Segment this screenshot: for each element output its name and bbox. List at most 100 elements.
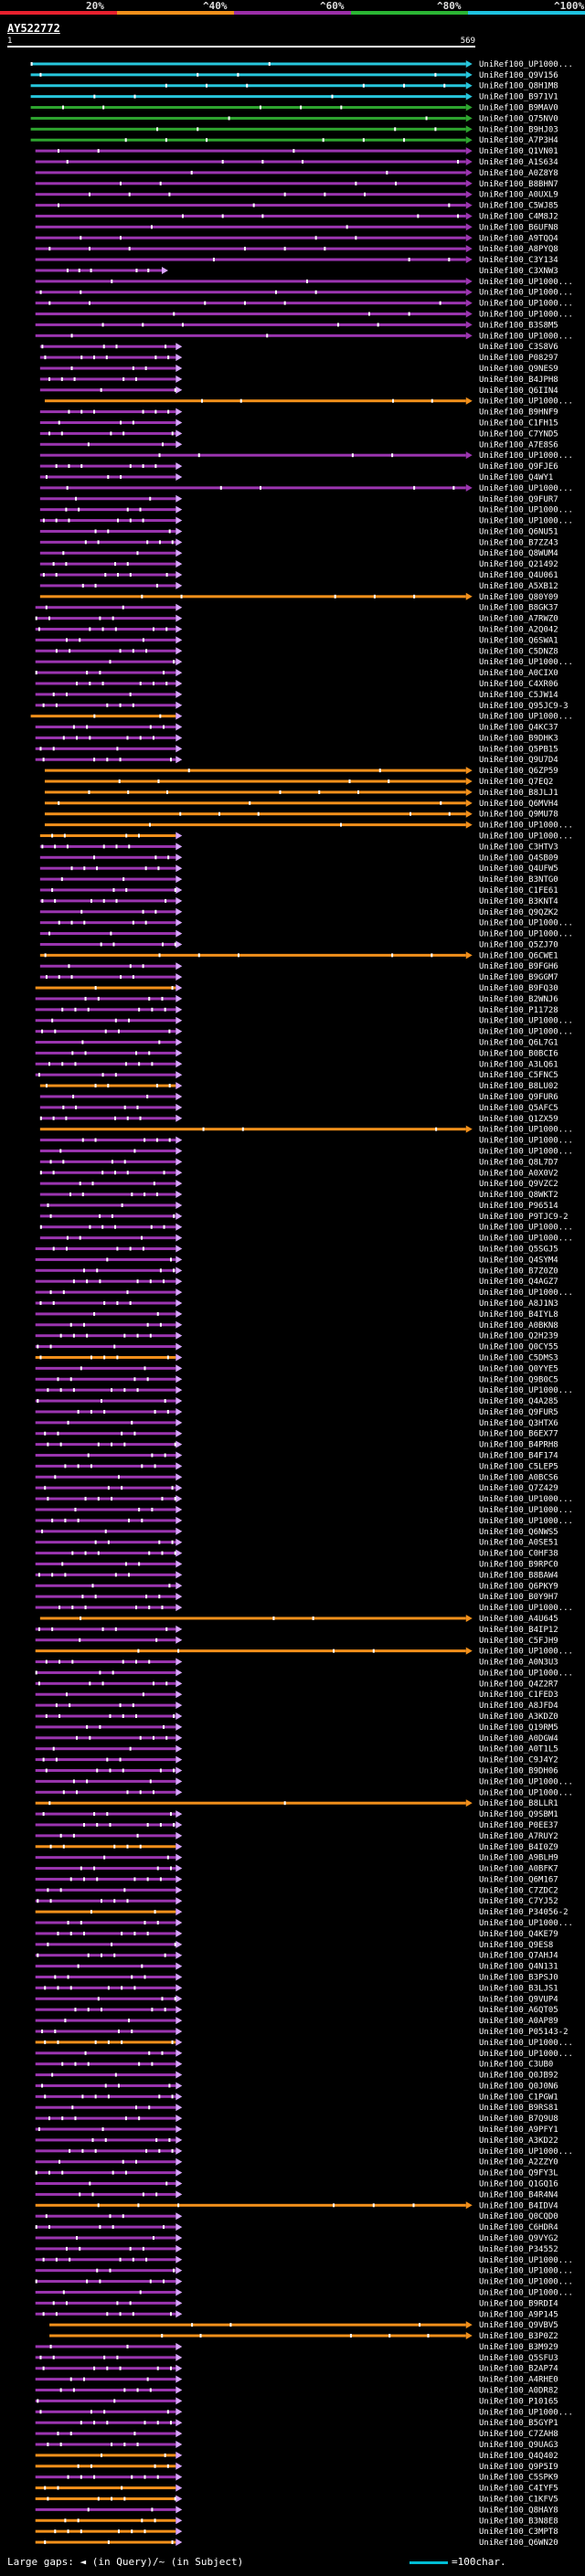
hit-bar[interactable] [39,953,466,957]
hit-label[interactable]: UniRef100_B3N8E8 [479,2517,558,2526]
hit-label[interactable]: UniRef100_A0BKN8 [479,1321,558,1330]
hit-bar[interactable] [35,1041,176,1044]
hit-bar[interactable] [35,2378,176,2381]
hit-label[interactable]: UniRef100_UP1000... [479,2050,573,2059]
hit-label[interactable]: UniRef100_B8JLJ1 [479,789,558,798]
hit-label[interactable]: UniRef100_UP1000... [479,278,573,287]
hit-label[interactable]: UniRef100_A6QT05 [479,2006,558,2015]
hit-label[interactable]: UniRef100_UP1000... [479,2267,573,2276]
hit-label[interactable]: UniRef100_A7RWZ0 [479,615,558,624]
hit-bar[interactable] [35,986,176,990]
hit-label[interactable]: UniRef100_C5WJ85 [479,202,558,211]
hit-bar[interactable] [35,1627,176,1631]
hit-label[interactable]: UniRef100_C3S8V6 [479,343,558,352]
hit-bar[interactable] [35,236,466,239]
hit-bar[interactable] [44,801,466,805]
hit-label[interactable]: UniRef100_UP1000... [479,300,573,309]
hit-label[interactable]: UniRef100_UP1000... [479,1506,573,1515]
hit-bar[interactable] [35,313,466,316]
hit-label[interactable]: UniRef100_C3UB0 [479,2061,553,2070]
hit-bar[interactable] [30,116,466,120]
hit-bar[interactable] [35,736,176,739]
hit-label[interactable]: UniRef100_C5SPK9 [479,2474,558,2483]
hit-bar[interactable] [39,453,466,457]
hit-label[interactable]: UniRef100_B8LLR1 [479,1799,558,1808]
hit-bar[interactable] [49,2334,466,2337]
hit-bar[interactable] [35,758,176,761]
hit-bar[interactable] [35,1595,176,1598]
hit-label[interactable]: UniRef100_UP1000... [479,713,573,722]
hit-label[interactable]: UniRef100_UP1000... [479,1137,573,1146]
hit-label[interactable]: UniRef100_UP1000... [479,1495,573,1504]
hit-label[interactable]: UniRef100_Q9FUR7 [479,495,558,504]
hit-bar[interactable] [35,1421,176,1425]
hit-bar[interactable] [39,388,176,392]
hit-bar[interactable] [35,1954,176,1957]
hit-label[interactable]: UniRef100_Q0CQD0 [479,2212,558,2221]
hit-label[interactable]: UniRef100_C1FE61 [479,886,558,896]
hit-bar[interactable] [35,2171,176,2175]
hit-label[interactable]: UniRef100_B4IP12 [479,1626,558,1635]
hit-bar[interactable] [35,291,466,294]
hit-bar[interactable] [35,2105,176,2109]
hit-label[interactable]: UniRef100_B9DH06 [479,1766,558,1776]
hit-label[interactable]: UniRef100_B9HJ03 [479,125,558,134]
hit-label[interactable]: UniRef100_UP1000... [479,832,573,842]
hit-label[interactable]: UniRef100_Q9VBV5 [479,2321,558,2330]
hit-label[interactable]: UniRef100_UP1000... [479,1604,573,1613]
hit-label[interactable]: UniRef100_A3LQ61 [479,1060,558,1069]
hit-label[interactable]: UniRef100_P34552 [479,2245,558,2254]
hit-label[interactable]: UniRef100_UP1000... [479,1028,573,1037]
hit-bar[interactable] [39,573,176,577]
hit-label[interactable]: UniRef100_B4JPH8 [479,376,558,385]
hit-label[interactable]: UniRef100_A9BLH9 [479,1854,558,1863]
hit-label[interactable]: UniRef100_A0DR82 [479,2387,558,2396]
hit-label[interactable]: UniRef100_A0CIX0 [479,669,558,678]
hit-bar[interactable] [35,1812,176,1816]
hit-label[interactable]: UniRef100_Q9VUP4 [479,1995,558,2004]
hit-bar[interactable] [35,1497,176,1500]
hit-label[interactable]: UniRef100_C5DNZ8 [479,647,558,656]
hit-label[interactable]: UniRef100_B7Z0Z0 [479,1267,558,1276]
hit-bar[interactable] [39,1214,176,1218]
hit-bar[interactable] [35,1910,176,1913]
hit-bar[interactable] [44,769,466,772]
hit-label[interactable]: UniRef100_C5JW14 [479,691,558,700]
hit-label[interactable]: UniRef100_A8J1N3 [479,1299,558,1309]
hit-bar[interactable] [39,910,176,914]
hit-label[interactable]: UniRef100_B3P0Z2 [479,2332,558,2341]
hit-label[interactable]: UniRef100_Q7AHJ4 [479,1952,558,1961]
hit-label[interactable]: UniRef100_Q4Z2R7 [479,1680,558,1689]
hit-bar[interactable] [35,1714,176,1718]
hit-bar[interactable] [35,269,162,272]
hit-bar[interactable] [35,1867,176,1871]
hit-bar[interactable] [35,2507,176,2511]
hit-label[interactable]: UniRef100_C5FJH9 [479,1637,558,1646]
hit-label[interactable]: UniRef100_Q9VYG2 [479,2234,558,2243]
hit-bar[interactable] [35,682,176,685]
hit-bar[interactable] [35,1279,176,1283]
hit-bar[interactable] [35,726,176,729]
hit-label[interactable]: UniRef100_Q9UAG3 [479,2441,558,2450]
hit-label[interactable]: UniRef100_C7ZAH8 [479,2430,558,2439]
hit-label[interactable]: UniRef100_B9GGM7 [479,973,558,982]
hit-label[interactable]: UniRef100_Q8WUM4 [479,549,558,558]
hit-label[interactable]: UniRef100_B3M929 [479,2343,558,2352]
hit-bar[interactable] [39,1117,176,1120]
hit-label[interactable]: UniRef100_B0Y9H7 [479,1593,558,1602]
hit-label[interactable]: UniRef100_UP1000... [479,1517,573,1526]
hit-bar[interactable] [35,2301,176,2305]
hit-label[interactable]: UniRef100_Q6M167 [479,1875,558,1884]
hit-bar[interactable] [35,1965,176,1968]
hit-label[interactable]: UniRef100_Q2H239 [479,1332,558,1341]
hit-bar[interactable] [35,2367,176,2370]
hit-bar[interactable] [35,1660,176,1664]
hit-bar[interactable] [35,2160,176,2164]
hit-bar[interactable] [35,1323,176,1327]
hit-label[interactable]: UniRef100_A0N3U3 [479,1659,558,1668]
hit-label[interactable]: UniRef100_Q21492 [479,560,558,569]
hit-bar[interactable] [35,247,466,250]
hit-bar[interactable] [35,1301,176,1305]
hit-label[interactable]: UniRef100_B4F174 [479,1452,558,1461]
hit-label[interactable]: UniRef100_A8PYQ8 [479,245,558,254]
